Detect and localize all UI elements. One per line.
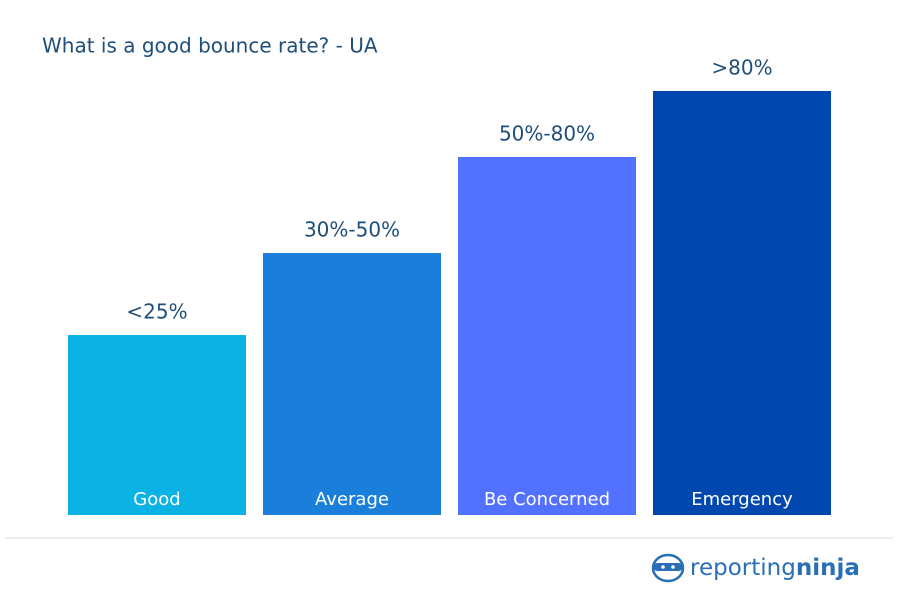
chart-title: What is a good bounce rate? - UA (42, 34, 378, 58)
logo-mask (654, 563, 682, 571)
value-label: 30%-50% (304, 218, 400, 242)
logo-eye (661, 565, 665, 569)
category-label: Emergency (691, 489, 793, 510)
value-label: <25% (126, 300, 187, 324)
category-label: Be Concerned (484, 489, 610, 510)
category-label: Good (133, 489, 180, 510)
logo-first: reporting (690, 555, 796, 581)
bar (458, 157, 636, 515)
logo-second: ninja (796, 555, 860, 581)
logo-icon (651, 553, 685, 583)
category-label: Average (315, 489, 389, 510)
bar (653, 91, 831, 515)
logo-eye (671, 565, 675, 569)
bar (68, 335, 246, 515)
bar (263, 253, 441, 515)
logo: reportingninja (651, 553, 860, 583)
value-label: 50%-80% (499, 122, 595, 146)
value-label: >80% (711, 56, 772, 80)
logo-text: reportingninja (690, 555, 860, 581)
